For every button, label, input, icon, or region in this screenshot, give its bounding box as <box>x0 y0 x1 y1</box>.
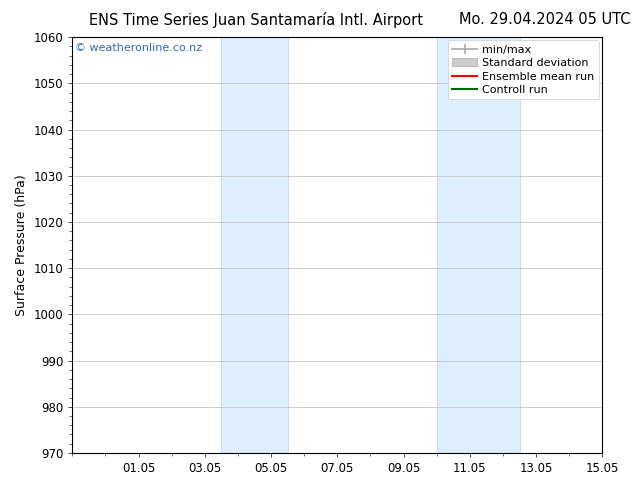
Y-axis label: Surface Pressure (hPa): Surface Pressure (hPa) <box>15 174 28 316</box>
Legend: min/max, Standard deviation, Ensemble mean run, Controll run: min/max, Standard deviation, Ensemble me… <box>448 41 599 99</box>
Bar <box>437 37 519 453</box>
Text: © weatheronline.co.nz: © weatheronline.co.nz <box>75 44 202 53</box>
Text: Mo. 29.04.2024 05 UTC: Mo. 29.04.2024 05 UTC <box>459 12 631 27</box>
Text: ENS Time Series Juan Santamaría Intl. Airport: ENS Time Series Juan Santamaría Intl. Ai… <box>89 12 423 28</box>
Bar <box>221 37 288 453</box>
